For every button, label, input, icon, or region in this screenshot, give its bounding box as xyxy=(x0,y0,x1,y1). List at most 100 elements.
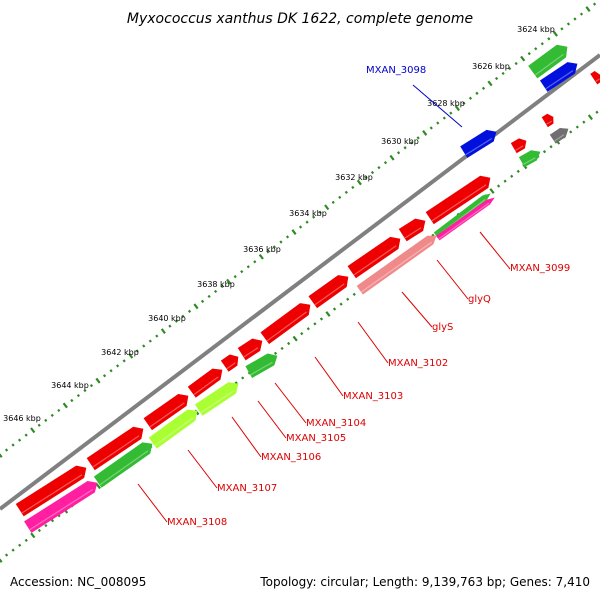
outer-ring-tick xyxy=(246,265,250,269)
gene-feature-highlight xyxy=(314,283,345,306)
outer-ring-tick xyxy=(174,319,178,323)
outer-ring-tick xyxy=(410,141,414,145)
kbp-label: 3630 kbp xyxy=(381,137,419,146)
outer-ring-tick xyxy=(4,448,9,452)
outer-ring-tick xyxy=(200,299,205,304)
gene-feature xyxy=(148,409,198,449)
gene-label: MXAN_3104 xyxy=(306,418,366,429)
gene-feature-highlight xyxy=(361,241,433,293)
outer-ring-tick xyxy=(135,349,139,353)
gene-feature-highlight xyxy=(523,157,536,165)
outer-ring-tick xyxy=(0,453,3,458)
gene-feature xyxy=(549,127,569,144)
gene-label-leader xyxy=(412,84,463,128)
outer-ring-tick xyxy=(403,146,407,150)
outer-ring-tick xyxy=(436,121,440,125)
inner-ring-tick xyxy=(273,351,278,355)
kbp-label: 3628 kbp xyxy=(427,99,465,108)
inner-ring-tick xyxy=(595,110,599,114)
inner-ring-tick xyxy=(287,341,291,346)
outer-ring-tick xyxy=(298,225,303,229)
accession-text: Accession: NC_008095 xyxy=(10,575,146,589)
outer-ring-tick xyxy=(181,314,185,318)
gene-feature-highlight xyxy=(266,311,307,342)
outer-ring-tick xyxy=(89,384,94,388)
outer-ring-tick xyxy=(579,12,584,16)
outer-ring-tick xyxy=(240,270,244,274)
outer-ring-tick xyxy=(449,111,453,115)
inner-ring-tick xyxy=(24,538,28,542)
outer-ring-tick xyxy=(481,86,486,90)
gene-feature-highlight xyxy=(554,134,565,142)
inner-ring-tick xyxy=(44,523,48,528)
inner-ring-tick xyxy=(549,145,553,149)
gene-label-leader xyxy=(479,231,511,270)
gene-feature xyxy=(86,426,144,471)
kbp-label: 3636 kbp xyxy=(243,245,281,254)
outer-ring-tick xyxy=(573,17,577,21)
gene-label-leader xyxy=(257,400,287,439)
kbp-label: 3640 kbp xyxy=(148,314,186,323)
genome-summary-text: Topology: circular; Length: 9,139,763 bp… xyxy=(259,575,590,589)
outer-ring-tick xyxy=(416,136,420,140)
gene-feature-highlight xyxy=(21,474,83,514)
inner-ring-tick xyxy=(11,548,15,552)
outer-tick-ring xyxy=(0,2,597,458)
outer-ring-tick xyxy=(585,6,591,12)
outer-ring-tick xyxy=(279,240,283,244)
gene-feature xyxy=(541,113,554,128)
outer-ring-tick xyxy=(160,328,166,335)
outer-ring-tick xyxy=(214,289,218,294)
gene-label-leader xyxy=(231,416,262,458)
gene-labels: MXAN_3098 MXAN_3099 glyQ glyS MXAN_3102 MXAN_… xyxy=(137,65,570,528)
outer-ring-tick xyxy=(266,250,270,254)
inner-ring-tick xyxy=(489,188,495,194)
outer-ring-tick xyxy=(462,101,466,105)
outer-ring-tick xyxy=(592,2,597,6)
outer-ring-tick xyxy=(83,388,87,393)
outer-ring-tick xyxy=(396,151,401,155)
inner-ring-tick xyxy=(30,532,36,539)
outer-ring-tick xyxy=(383,161,388,165)
gene-feature xyxy=(590,71,600,85)
gene-feature xyxy=(425,175,491,225)
outer-ring-tick xyxy=(475,91,479,95)
outer-ring-tick xyxy=(70,398,74,403)
outer-ring-tick xyxy=(50,413,54,417)
gene-label-leader xyxy=(137,483,168,523)
outer-ring-tick xyxy=(520,55,526,62)
outer-ring-tick xyxy=(429,126,433,130)
inner-ring-tick xyxy=(325,311,331,317)
outer-ring-tick xyxy=(468,96,473,100)
outer-ring-tick xyxy=(331,200,335,204)
inner-ring-tick xyxy=(0,558,3,563)
outer-ring-tick xyxy=(128,353,134,359)
gene-feature-highlight xyxy=(243,347,259,358)
gene-label: MXAN_3105 xyxy=(286,433,346,444)
gene-label: MXAN_3108 xyxy=(167,517,227,528)
inner-ring-tick xyxy=(306,327,310,331)
outer-ring-tick xyxy=(102,374,107,378)
gene-label: MXAN_3106 xyxy=(261,452,321,463)
outer-ring-tick xyxy=(193,303,199,310)
outer-ring-tick xyxy=(566,22,571,26)
outer-ring-tick xyxy=(57,408,61,413)
outer-ring-tick xyxy=(62,402,68,409)
outer-ring-tick xyxy=(318,210,322,214)
gene-feature xyxy=(436,197,495,241)
gene-feature-highlight xyxy=(404,227,422,239)
gene-feature xyxy=(143,393,189,431)
outer-ring-tick xyxy=(122,359,126,363)
outer-ring-tick xyxy=(351,185,355,190)
kbp-tick-labels: 3624 kbp 3626 kbp 3628 kbp 3630 kbp 3632 kbp… xyxy=(3,25,555,423)
gene-feature-highlight xyxy=(546,120,553,125)
outer-ring-tick xyxy=(501,71,505,76)
gene-feature-highlight xyxy=(438,202,490,240)
gene-feature xyxy=(510,138,527,154)
gene-feature-highlight xyxy=(250,361,273,376)
gene-feature-highlight xyxy=(99,450,149,486)
outer-ring-tick xyxy=(258,253,264,260)
gene-label-leader xyxy=(314,356,344,397)
inner-ring-tick xyxy=(496,184,501,188)
gene-feature-highlight xyxy=(534,53,564,76)
